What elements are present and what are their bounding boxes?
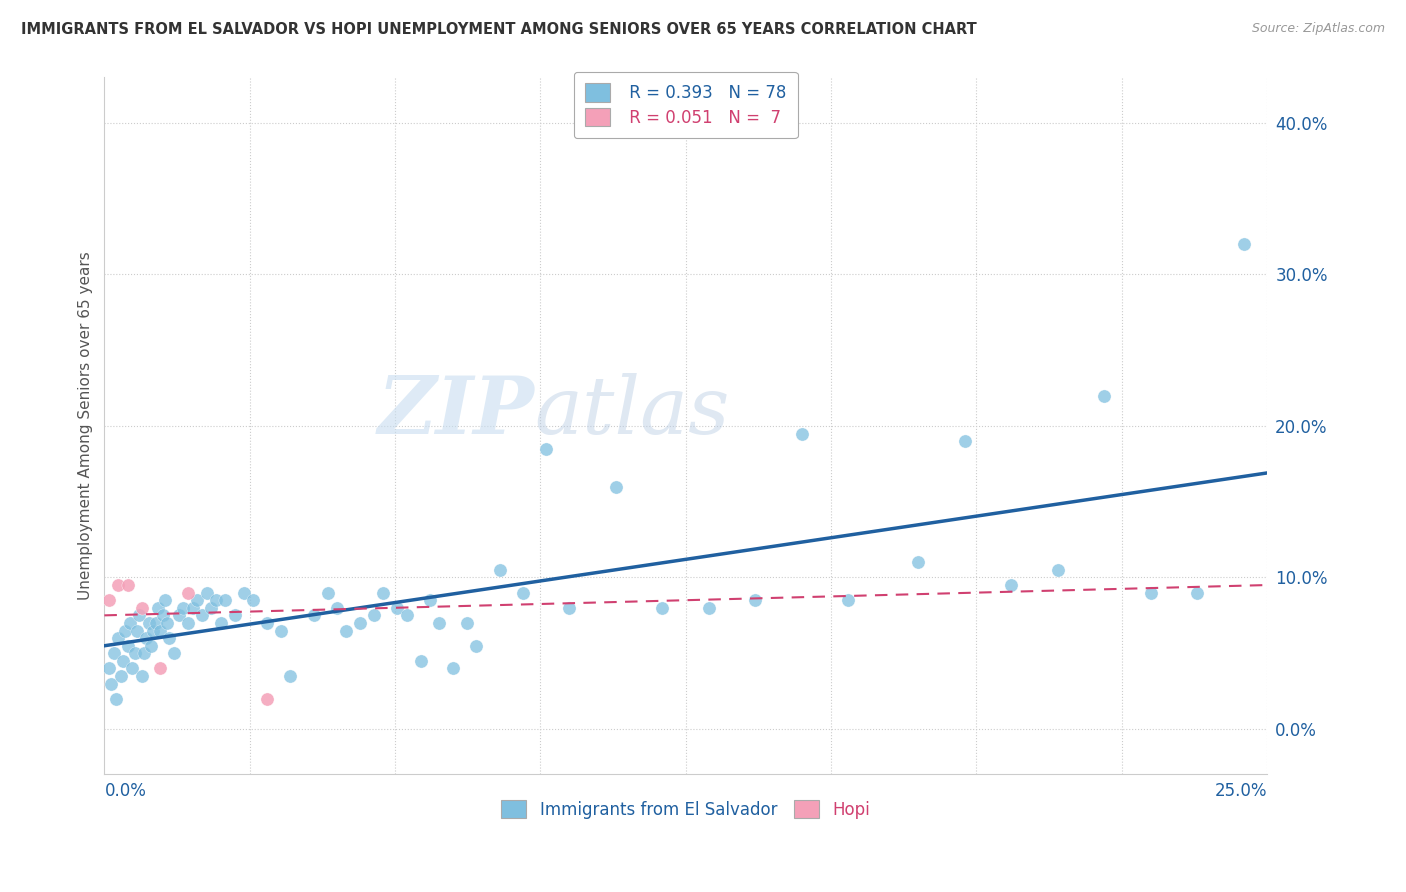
Point <box>153 593 176 607</box>
Text: ZIP: ZIP <box>378 373 534 450</box>
Point <box>1000 578 1022 592</box>
Point <box>224 608 246 623</box>
Point <box>387 600 409 615</box>
Point <box>142 624 165 638</box>
Point <box>110 669 132 683</box>
Point <box>125 624 148 638</box>
Point <box>790 426 813 441</box>
Point <box>181 600 204 615</box>
Point <box>167 608 190 623</box>
Point <box>117 639 139 653</box>
Point <box>152 608 174 623</box>
Point <box>100 676 122 690</box>
Point <box>465 639 488 653</box>
Point <box>121 661 143 675</box>
Point <box>270 624 292 638</box>
Point <box>1233 237 1256 252</box>
Point <box>605 479 627 493</box>
Point <box>205 593 228 607</box>
Point <box>1185 585 1208 599</box>
Point <box>131 600 153 615</box>
Point <box>131 669 153 683</box>
Point <box>280 669 302 683</box>
Point <box>111 654 134 668</box>
Point <box>177 585 200 599</box>
Point <box>118 615 141 630</box>
Point <box>256 615 278 630</box>
Point <box>837 593 859 607</box>
Point <box>156 615 179 630</box>
Text: 0.0%: 0.0% <box>104 782 146 800</box>
Point <box>1046 563 1069 577</box>
Point <box>124 646 146 660</box>
Point <box>195 585 218 599</box>
Point <box>177 615 200 630</box>
Point <box>395 608 418 623</box>
Point <box>138 615 160 630</box>
Point <box>363 608 385 623</box>
Point <box>132 646 155 660</box>
Point <box>107 631 129 645</box>
Y-axis label: Unemployment Among Seniors over 65 years: Unemployment Among Seniors over 65 years <box>79 252 93 600</box>
Point <box>98 593 121 607</box>
Point <box>128 608 150 623</box>
Point <box>135 631 157 645</box>
Point <box>163 646 186 660</box>
Point <box>242 593 264 607</box>
Point <box>1092 389 1115 403</box>
Legend: Immigrants from El Salvador, Hopi: Immigrants from El Salvador, Hopi <box>491 790 880 829</box>
Text: 25.0%: 25.0% <box>1215 782 1267 800</box>
Point <box>159 631 181 645</box>
Point <box>349 615 371 630</box>
Point <box>98 661 121 675</box>
Point <box>744 593 766 607</box>
Point <box>1139 585 1161 599</box>
Point <box>117 578 139 592</box>
Point <box>441 661 464 675</box>
Point <box>953 434 976 449</box>
Point <box>103 646 125 660</box>
Point <box>907 555 929 569</box>
Point <box>651 600 673 615</box>
Point <box>186 593 208 607</box>
Point <box>373 585 395 599</box>
Point <box>558 600 581 615</box>
Point <box>191 608 214 623</box>
Point <box>139 639 162 653</box>
Point <box>232 585 254 599</box>
Point <box>697 600 720 615</box>
Point <box>302 608 325 623</box>
Point <box>409 654 432 668</box>
Text: atlas: atlas <box>534 373 730 450</box>
Point <box>149 661 172 675</box>
Point <box>427 615 450 630</box>
Point <box>149 624 172 638</box>
Point <box>107 578 129 592</box>
Text: IMMIGRANTS FROM EL SALVADOR VS HOPI UNEMPLOYMENT AMONG SENIORS OVER 65 YEARS COR: IMMIGRANTS FROM EL SALVADOR VS HOPI UNEM… <box>21 22 977 37</box>
Point <box>256 691 278 706</box>
Point <box>512 585 534 599</box>
Point <box>114 624 136 638</box>
Point <box>209 615 232 630</box>
Point <box>316 585 339 599</box>
Point <box>214 593 236 607</box>
Point <box>326 600 349 615</box>
Point <box>200 600 222 615</box>
Point <box>456 615 478 630</box>
Point <box>105 691 128 706</box>
Point <box>145 615 167 630</box>
Point <box>146 600 169 615</box>
Point <box>488 563 510 577</box>
Point <box>534 442 557 456</box>
Point <box>172 600 194 615</box>
Point <box>335 624 357 638</box>
Text: Source: ZipAtlas.com: Source: ZipAtlas.com <box>1251 22 1385 36</box>
Point <box>419 593 441 607</box>
